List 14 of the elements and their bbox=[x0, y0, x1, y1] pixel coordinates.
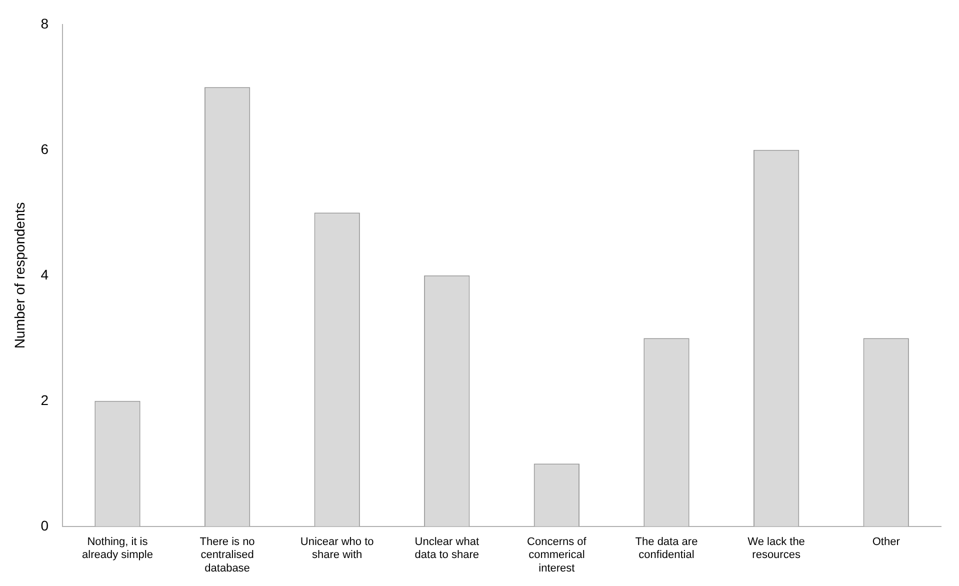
x-tick-label: Unclear what data to share bbox=[414, 536, 479, 562]
x-tick-label: The data are confidential bbox=[635, 536, 698, 562]
x-tick-label: There is no centralised database bbox=[200, 536, 255, 574]
y-tick-label: 4 bbox=[40, 266, 49, 282]
x-tick-label: We lack the resources bbox=[748, 536, 805, 562]
y-tick-label: 0 bbox=[40, 517, 49, 534]
x-tick-label: Nothing, it is already simple bbox=[82, 536, 153, 562]
x-tick-label: Concerns of commerical interest bbox=[527, 536, 588, 574]
y-tick-label: 2 bbox=[40, 392, 49, 408]
x-tick-label: Unicear who to share with bbox=[300, 536, 374, 562]
y-tick-label: 8 bbox=[40, 15, 49, 32]
x-tick-label: Other bbox=[872, 536, 900, 548]
y-tick-label: 6 bbox=[40, 140, 49, 157]
y-axis-title: Number of respondents bbox=[11, 202, 28, 349]
